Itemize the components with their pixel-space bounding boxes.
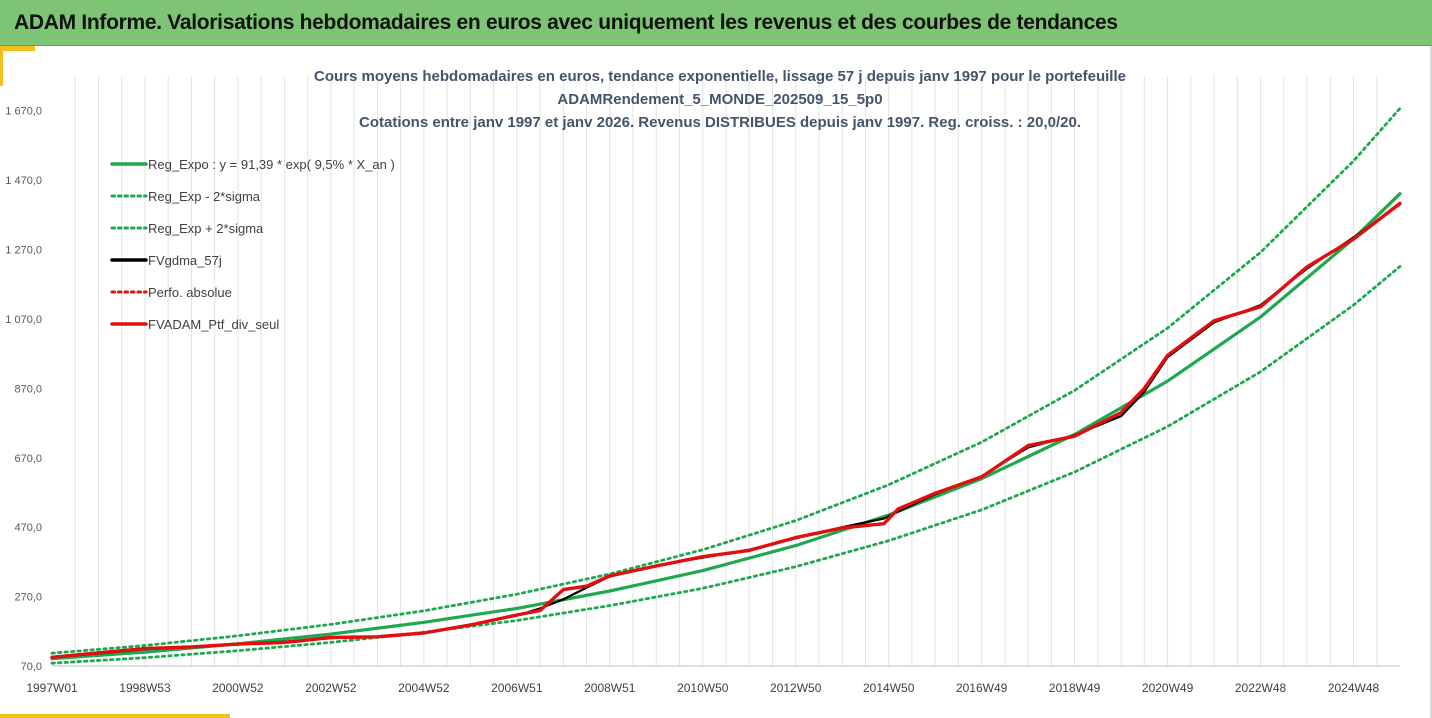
chart-title-line: Cotations entre janv 1997 et janv 2026. … — [359, 114, 1081, 131]
legend-label: Perfo. absolue — [148, 285, 232, 300]
bottom-accent — [0, 714, 230, 718]
line-chart: Cours moyens hebdomadaires en euros, ten… — [5, 68, 1402, 695]
x-tick-label: 2010W50 — [677, 681, 729, 695]
x-tick-label: 2000W52 — [212, 681, 264, 695]
x-tick-label: 1998W53 — [119, 681, 171, 695]
series-line — [50, 106, 1402, 655]
x-tick-label: 2004W52 — [398, 681, 450, 695]
x-tick-label: 2002W52 — [305, 681, 357, 695]
corner-accent — [0, 46, 35, 51]
y-tick-label: 1 270,0 — [5, 245, 42, 257]
series-line — [50, 192, 1402, 661]
x-tick-label: 2006W51 — [491, 681, 543, 695]
y-tick-label: 670,0 — [14, 453, 42, 465]
x-tick-label: 2014W50 — [863, 681, 915, 695]
series-line — [50, 265, 1402, 665]
x-tick-label: 2016W49 — [956, 681, 1008, 695]
series — [50, 106, 1402, 665]
y-tick-label: 1 670,0 — [5, 106, 42, 118]
legend-label: FVgdma_57j — [148, 253, 222, 268]
corner-accent-vertical — [0, 46, 3, 86]
y-tick-label: 1 070,0 — [5, 314, 42, 326]
y-tick-label: 870,0 — [14, 383, 42, 395]
report-title: ADAM Informe. Valorisations hebdomadaire… — [14, 11, 1118, 34]
x-tick-label: 2012W50 — [770, 681, 822, 695]
x-tick-label: 1997W01 — [26, 681, 78, 695]
legend: Reg_Expo : y = 91,39 * exp( 9,5% * X_an … — [110, 157, 395, 332]
legend-label: Reg_Exp + 2*sigma — [148, 221, 264, 236]
x-tick-label: 2008W51 — [584, 681, 636, 695]
chart-title-line: ADAMRendement_5_MONDE_202509_15_5p0 — [557, 91, 882, 108]
grid — [74, 76, 1378, 666]
x-tick-label: 2018W49 — [1049, 681, 1101, 695]
report-header: ADAM Informe. Valorisations hebdomadaire… — [0, 0, 1432, 46]
x-tick-label: 2022W48 — [1235, 681, 1287, 695]
x-tick-label: 2020W49 — [1142, 681, 1194, 695]
y-tick-label: 1 470,0 — [5, 175, 42, 187]
series-line — [50, 201, 1402, 659]
y-tick-label: 270,0 — [14, 592, 42, 604]
chart-title-line: Cours moyens hebdomadaires en euros, ten… — [314, 68, 1126, 85]
frame-border — [1430, 46, 1432, 718]
legend-label: Reg_Expo : y = 91,39 * exp( 9,5% * X_an … — [148, 157, 395, 172]
x-axis: 1997W01 1998W53 2000W52 2002W52 2004W52 2006W… — [26, 681, 1379, 695]
y-axis: 70,0 270,0 470,0 670,0 870,0 1 070,0 1 270,0 1 … — [5, 106, 42, 673]
legend-label: Reg_Exp - 2*sigma — [148, 189, 261, 204]
y-tick-label: 70,0 — [21, 661, 42, 673]
y-tick-label: 470,0 — [14, 522, 42, 534]
x-tick-label: 2024W48 — [1328, 681, 1380, 695]
chart-title: Cours moyens hebdomadaires en euros, ten… — [314, 68, 1126, 131]
legend-label: FVADAM_Ptf_div_seul — [148, 317, 279, 332]
